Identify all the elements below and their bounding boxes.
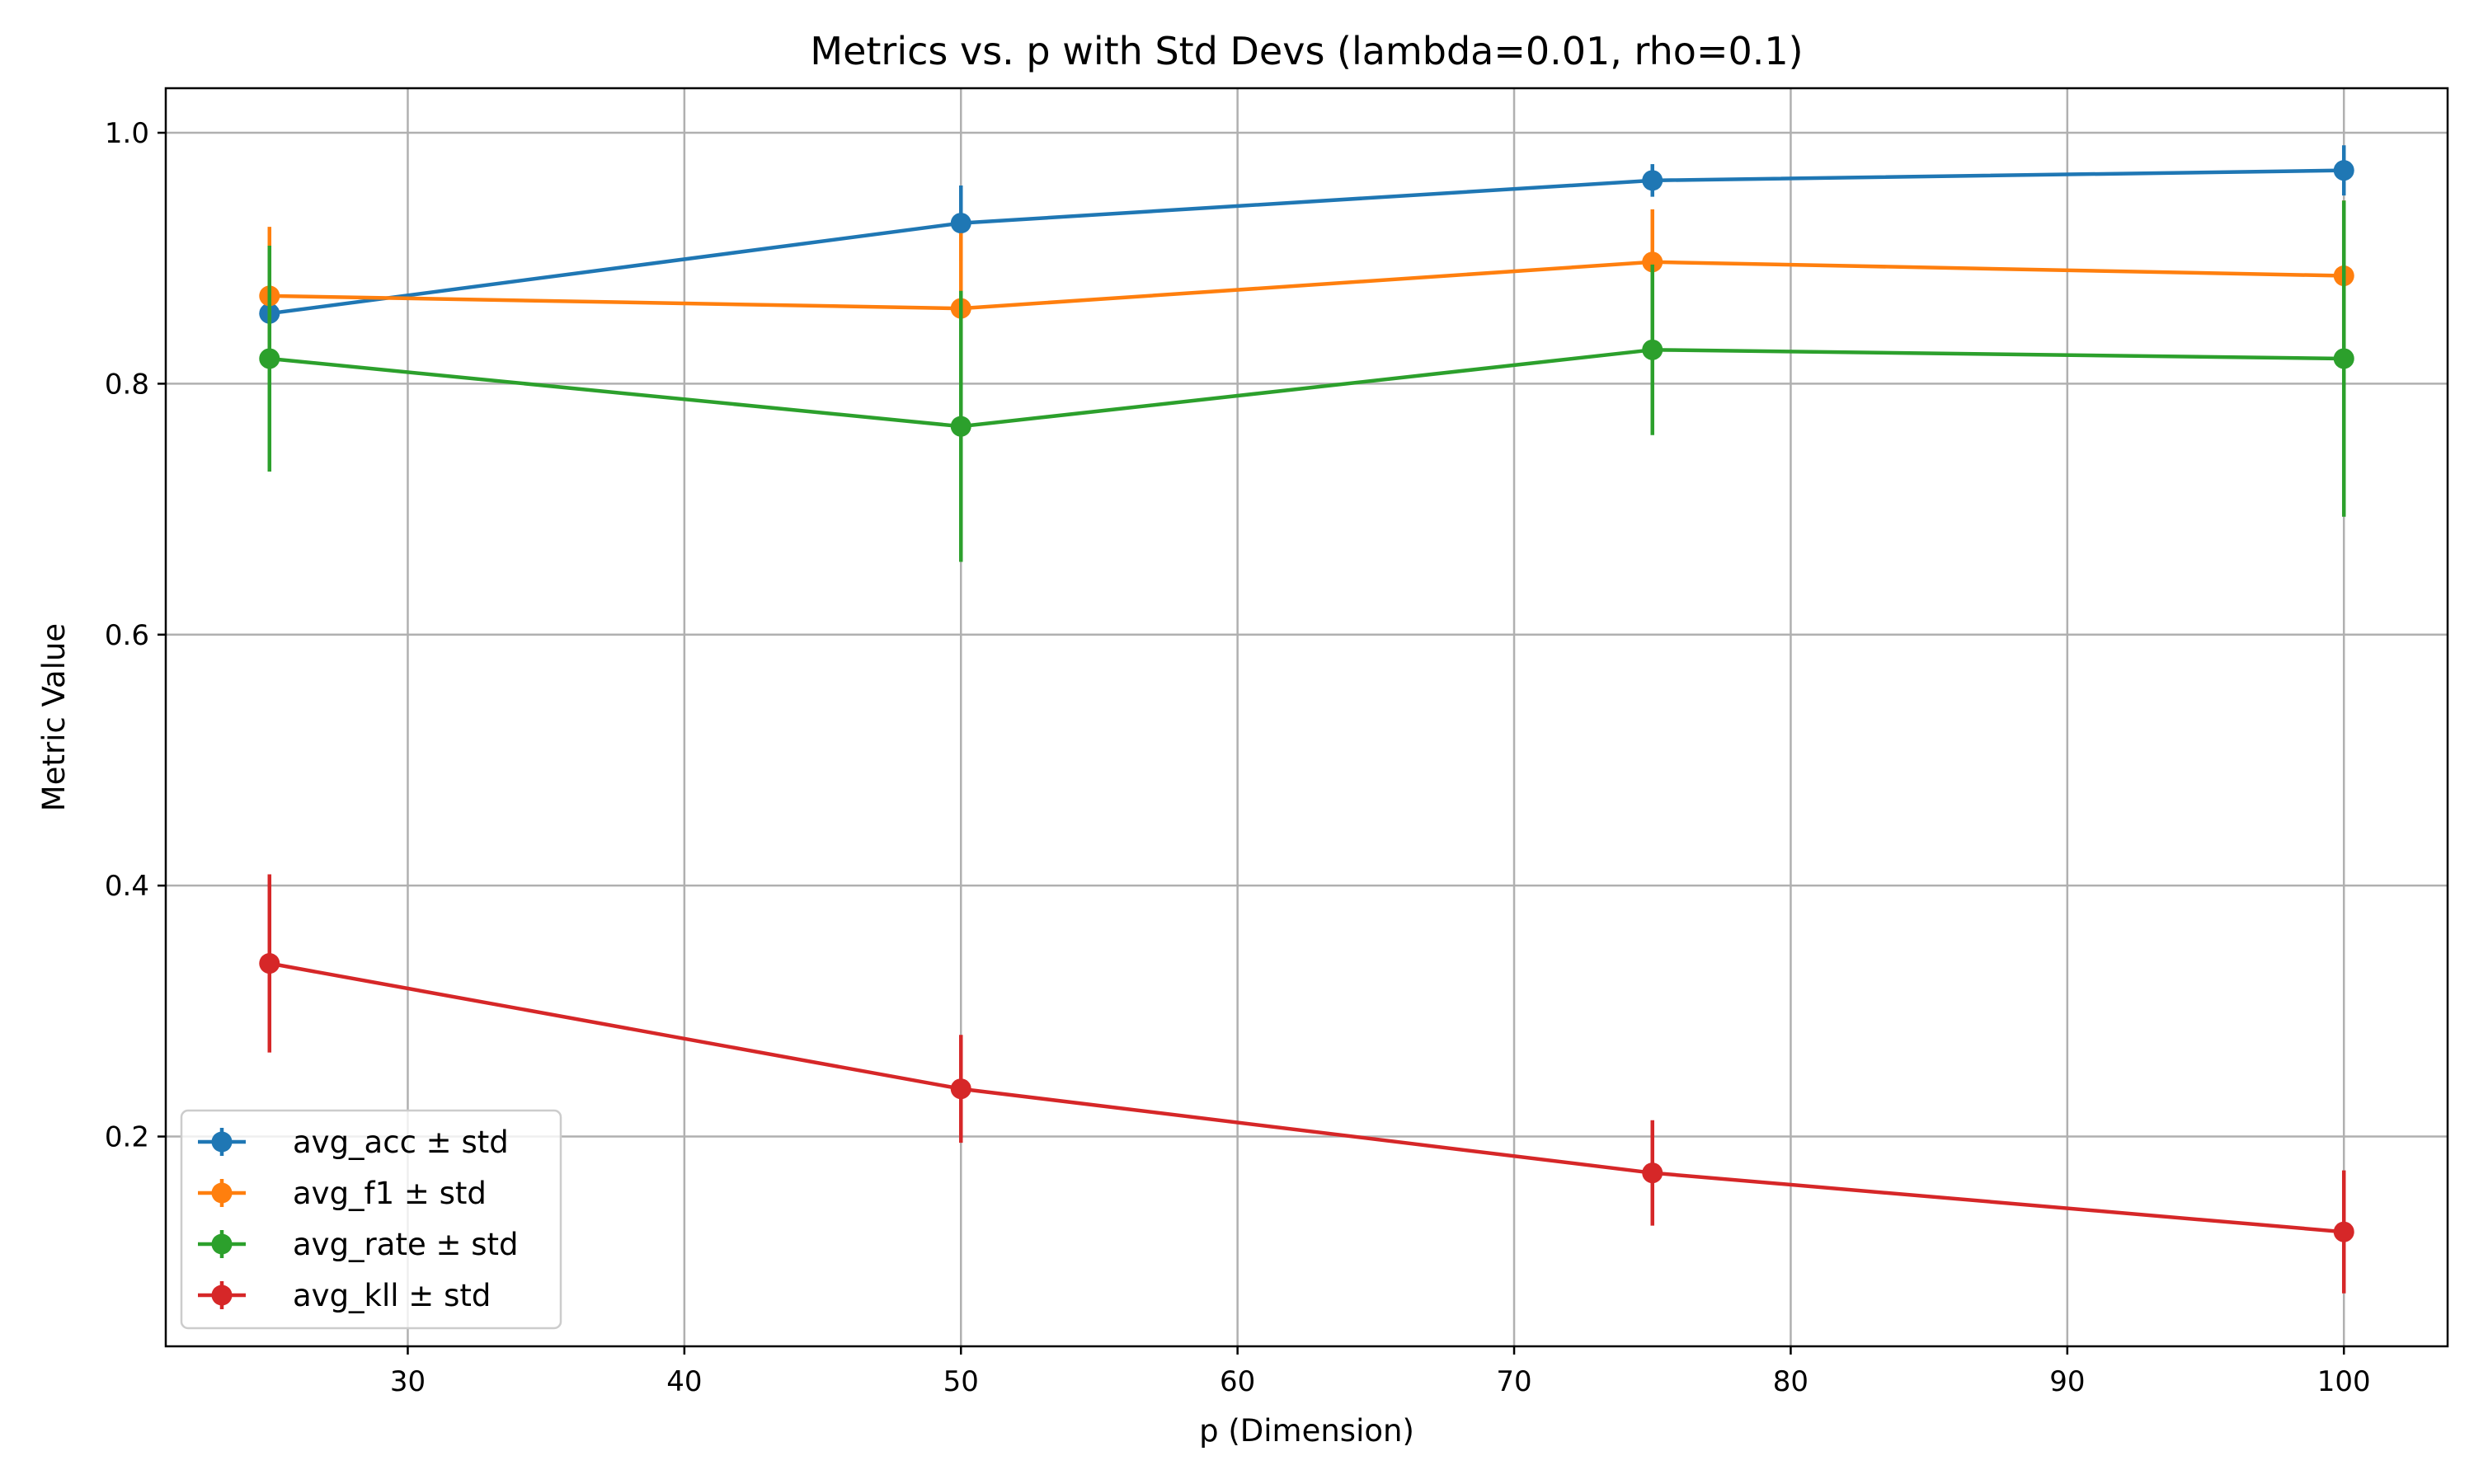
legend-item: avg_f1 ± std bbox=[198, 1176, 487, 1211]
series-3 bbox=[259, 874, 2354, 1294]
legend-box bbox=[180, 1109, 562, 1330]
data-point bbox=[1642, 251, 1663, 273]
legend-marker bbox=[211, 1284, 233, 1306]
y-tick-label: 1.0 bbox=[105, 117, 149, 150]
data-point bbox=[1642, 170, 1663, 191]
legend-item: avg_kll ± std bbox=[198, 1278, 491, 1313]
legend-item: avg_rate ± std bbox=[198, 1227, 519, 1262]
x-tick-label: 100 bbox=[2317, 1365, 2371, 1398]
data-point bbox=[259, 953, 280, 974]
legend-label: avg_rate ± std bbox=[293, 1227, 519, 1262]
series-0 bbox=[259, 145, 2354, 329]
x-tick-label: 30 bbox=[390, 1365, 426, 1398]
x-tick-label: 60 bbox=[1220, 1365, 1255, 1398]
legend-marker bbox=[211, 1233, 233, 1255]
series-line bbox=[269, 260, 2345, 311]
x-tick-label: 40 bbox=[666, 1365, 702, 1398]
legend-label: avg_acc ± std bbox=[293, 1125, 509, 1160]
legend-label: avg_f1 ± std bbox=[293, 1176, 487, 1211]
series-line bbox=[269, 961, 2345, 1234]
data-point bbox=[950, 1078, 971, 1100]
x-tick-label: 90 bbox=[2049, 1365, 2085, 1398]
y-axis-title: Metric Value bbox=[36, 623, 72, 811]
x-tick-label: 50 bbox=[943, 1365, 979, 1398]
chart-title: Metrics vs. p with Std Devs (lambda=0.01… bbox=[810, 29, 1803, 73]
legend-marker bbox=[211, 1182, 233, 1204]
data-point bbox=[1642, 339, 1663, 360]
plot-frame bbox=[164, 87, 2449, 1348]
data-point bbox=[259, 348, 280, 369]
ticks-layer: 30 40 50 60 70 80 90 100 0.2 0.4 0.6 0.8 1.0 bbox=[105, 117, 2371, 1398]
series-layer bbox=[259, 145, 2354, 1294]
legend-item: avg_acc ± std bbox=[198, 1125, 509, 1160]
series-line bbox=[269, 168, 2345, 316]
data-point bbox=[950, 416, 971, 437]
y-tick-label: 0.6 bbox=[105, 619, 149, 652]
data-point bbox=[2333, 348, 2354, 369]
x-axis-title: p (Dimension) bbox=[1199, 1413, 1414, 1449]
series-line bbox=[269, 348, 2345, 429]
data-point bbox=[2333, 1221, 2354, 1242]
legend: avg_acc ± std avg_f1 ± std avg_rate ± std a… bbox=[180, 1109, 562, 1330]
legend-marker bbox=[211, 1131, 233, 1153]
y-tick-label: 0.4 bbox=[105, 870, 149, 903]
data-point bbox=[1642, 1162, 1663, 1184]
data-point bbox=[950, 213, 971, 234]
y-tick-label: 0.8 bbox=[105, 368, 149, 401]
legend-label: avg_kll ± std bbox=[293, 1278, 491, 1313]
y-tick-label: 0.2 bbox=[105, 1121, 149, 1154]
series-2 bbox=[259, 200, 2354, 562]
x-tick-label: 70 bbox=[1496, 1365, 1531, 1398]
x-tick-label: 80 bbox=[1773, 1365, 1808, 1398]
data-point bbox=[2333, 160, 2354, 181]
